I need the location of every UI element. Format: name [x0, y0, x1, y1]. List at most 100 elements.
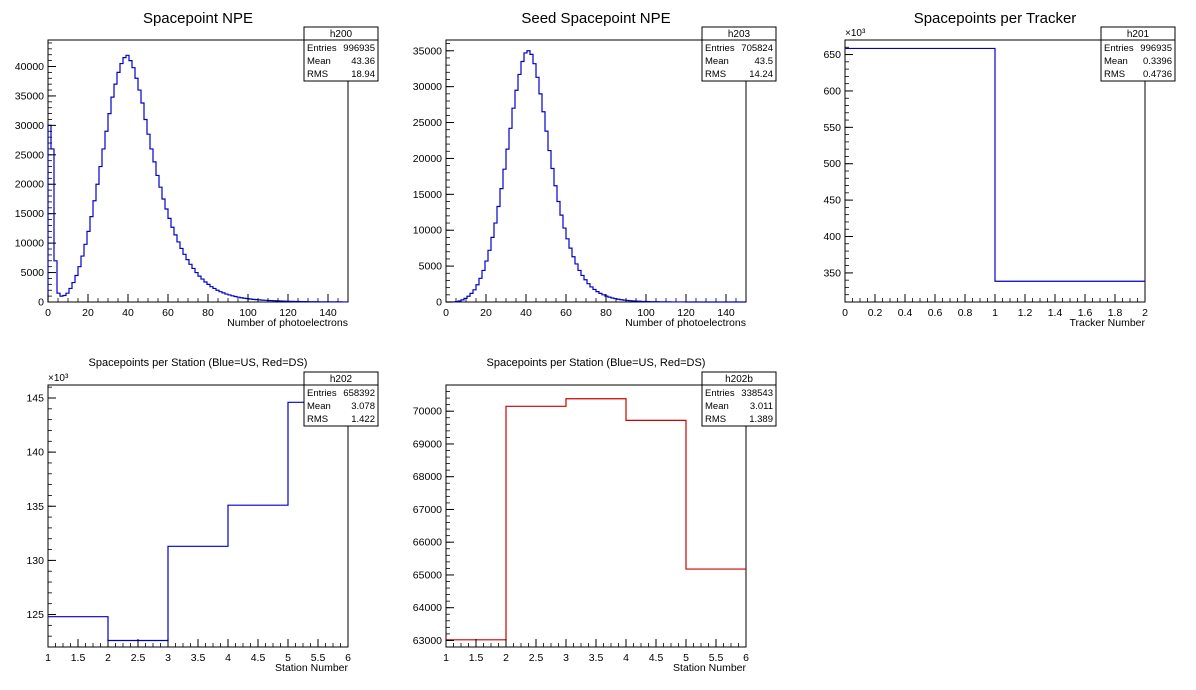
x-tick-label: 2 — [105, 652, 111, 664]
histogram-line-h202b — [446, 398, 746, 641]
x-tick-label: 1 — [992, 307, 998, 319]
x-tick-label: 1.4 — [1048, 307, 1063, 319]
pad-title: Spacepoints per Station (Blue=US, Red=DS… — [89, 357, 308, 369]
stats-value: 1.422 — [351, 414, 375, 425]
x-tick-label: 3.5 — [589, 652, 604, 664]
y-tick-label: 650 — [823, 49, 841, 61]
pad-h202: Spacepoints per Station (Blue=US, Red=DS… — [26, 357, 379, 674]
histogram-line-h202 — [48, 401, 348, 642]
stats-box-frame — [1100, 26, 1176, 82]
stats-box-frame — [701, 371, 777, 427]
x-tick-label: 6 — [743, 652, 749, 664]
pad-title: Seed Spacepoint NPE — [521, 10, 670, 27]
x-tick-label: 0 — [842, 307, 848, 319]
x-tick-label: 80 — [202, 307, 214, 319]
plot-frame — [445, 384, 747, 648]
pad-h201: Spacepoints per Tracker 0 0.2 0.4 0.6 0.8 1 1.… — [823, 10, 1176, 329]
x-tick-label: 100 — [239, 307, 257, 319]
x-tick-label: 0 — [45, 307, 51, 319]
stats-value: 43.5 — [755, 56, 774, 67]
x-tick-label: 40 — [122, 307, 134, 319]
y-tick-label: 30000 — [413, 81, 442, 93]
x-tick-label: 60 — [560, 307, 572, 319]
stats-value: 3.011 — [750, 401, 773, 412]
stats-value: 996935 — [343, 43, 375, 54]
y-tick-label: 64000 — [413, 602, 442, 614]
stats-key: RMS — [705, 414, 726, 425]
y-tick-label: 66000 — [413, 537, 442, 549]
stats-key: Mean — [705, 56, 729, 67]
x-tick-label: 1 — [443, 652, 449, 664]
y-tick-label: 10000 — [15, 238, 44, 250]
y-tick-label: 500 — [823, 158, 841, 170]
x-tick-label: 120 — [279, 307, 297, 319]
y-tick-label: 63000 — [413, 635, 442, 647]
stats-value: 338543 — [741, 388, 773, 399]
x-tick-label: 140 — [717, 307, 735, 319]
x-tick-label: 1.8 — [1108, 307, 1123, 319]
stats-box: h200 Entries 996935 Mean 43.36 RMS 18.94 — [303, 26, 379, 82]
stats-key: Entries — [705, 388, 735, 399]
y-tick-label: 10000 — [413, 225, 442, 237]
x-axis-label: Number of photoelectrons — [625, 317, 746, 329]
x-axis-label: Tracker Number — [1070, 317, 1146, 329]
y-tick-label: 30000 — [15, 120, 44, 132]
stats-key: Entries — [705, 43, 735, 54]
y-tick-label: 145 — [26, 392, 44, 404]
x-tick-label: 4.5 — [649, 652, 664, 664]
y-tick-label: 5000 — [21, 267, 45, 279]
stats-key: RMS — [705, 69, 726, 80]
y-tick-label: 400 — [823, 231, 841, 243]
stats-key: RMS — [1104, 69, 1125, 80]
x-tick-label: 0.4 — [898, 307, 913, 319]
x-tick-label: 4 — [225, 652, 231, 664]
y-tick-label: 0 — [436, 297, 442, 309]
y-tick-label: 15000 — [15, 208, 44, 220]
y-tick-label: 65000 — [413, 569, 442, 581]
pad-h203: Seed Spacepoint NPE 0 20 40 60 80 100 120 140 0 5… — [413, 10, 777, 329]
stats-value: 0.4736 — [1143, 69, 1172, 80]
x-axis-label: Station Number — [275, 662, 348, 674]
x-tick-label: 140 — [319, 307, 337, 319]
y-tick-label: 125 — [26, 609, 44, 621]
stats-box: h201 Entries 996935 Mean 0.3396 RMS 0.4736 — [1100, 26, 1176, 82]
histogram-line-h200 — [47, 54, 349, 303]
stats-box-name: h202b — [725, 374, 753, 385]
pad-title: Spacepoint NPE — [143, 10, 253, 27]
stats-value: 996935 — [1140, 43, 1172, 54]
stats-key: Entries — [1104, 43, 1134, 54]
stats-box-name: h203 — [728, 29, 751, 40]
stats-value: 43.36 — [351, 56, 375, 67]
y-tick-label: 68000 — [413, 471, 442, 483]
stats-box-name: h201 — [1127, 29, 1150, 40]
x-tick-label: 60 — [162, 307, 174, 319]
x-tick-label: 4.5 — [251, 652, 266, 664]
x-tick-label: 5 — [683, 652, 689, 664]
x-tick-label: 40 — [520, 307, 532, 319]
stats-box: h202b Entries 338543 Mean 3.011 RMS 1.389 — [701, 371, 777, 427]
stats-value: 14.24 — [749, 69, 773, 80]
x-tick-label: 2 — [503, 652, 509, 664]
y-tick-label: 5000 — [419, 261, 443, 273]
x-tick-label: 1.6 — [1078, 307, 1093, 319]
stats-box: h203 Entries 705824 Mean 43.5 RMS 14.24 — [701, 26, 777, 82]
y-axis-exponent: ×10³ — [48, 373, 69, 384]
x-tick-label: 20 — [480, 307, 492, 319]
y-tick-label: 35000 — [413, 45, 442, 57]
stats-box-frame — [303, 26, 379, 82]
pad-h202b: Spacepoints per Station (Blue=US, Red=DS… — [413, 357, 777, 674]
stats-key: Entries — [307, 43, 337, 54]
x-tick-label: 2.5 — [131, 652, 146, 664]
y-axis-exponent: ×10³ — [845, 28, 866, 39]
x-tick-label: 1.2 — [1018, 307, 1033, 319]
stats-value: 705824 — [741, 43, 773, 54]
x-tick-label: 2.5 — [529, 652, 544, 664]
plot-frame — [47, 39, 349, 303]
stats-box-name: h200 — [330, 29, 353, 40]
y-tick-label: 130 — [26, 555, 44, 567]
x-tick-label: 0.6 — [928, 307, 943, 319]
pad-title: Spacepoints per Station (Blue=US, Red=DS… — [487, 357, 706, 369]
x-tick-label: 3 — [563, 652, 569, 664]
y-tick-label: 25000 — [15, 149, 44, 161]
y-tick-label: 70000 — [413, 406, 442, 418]
